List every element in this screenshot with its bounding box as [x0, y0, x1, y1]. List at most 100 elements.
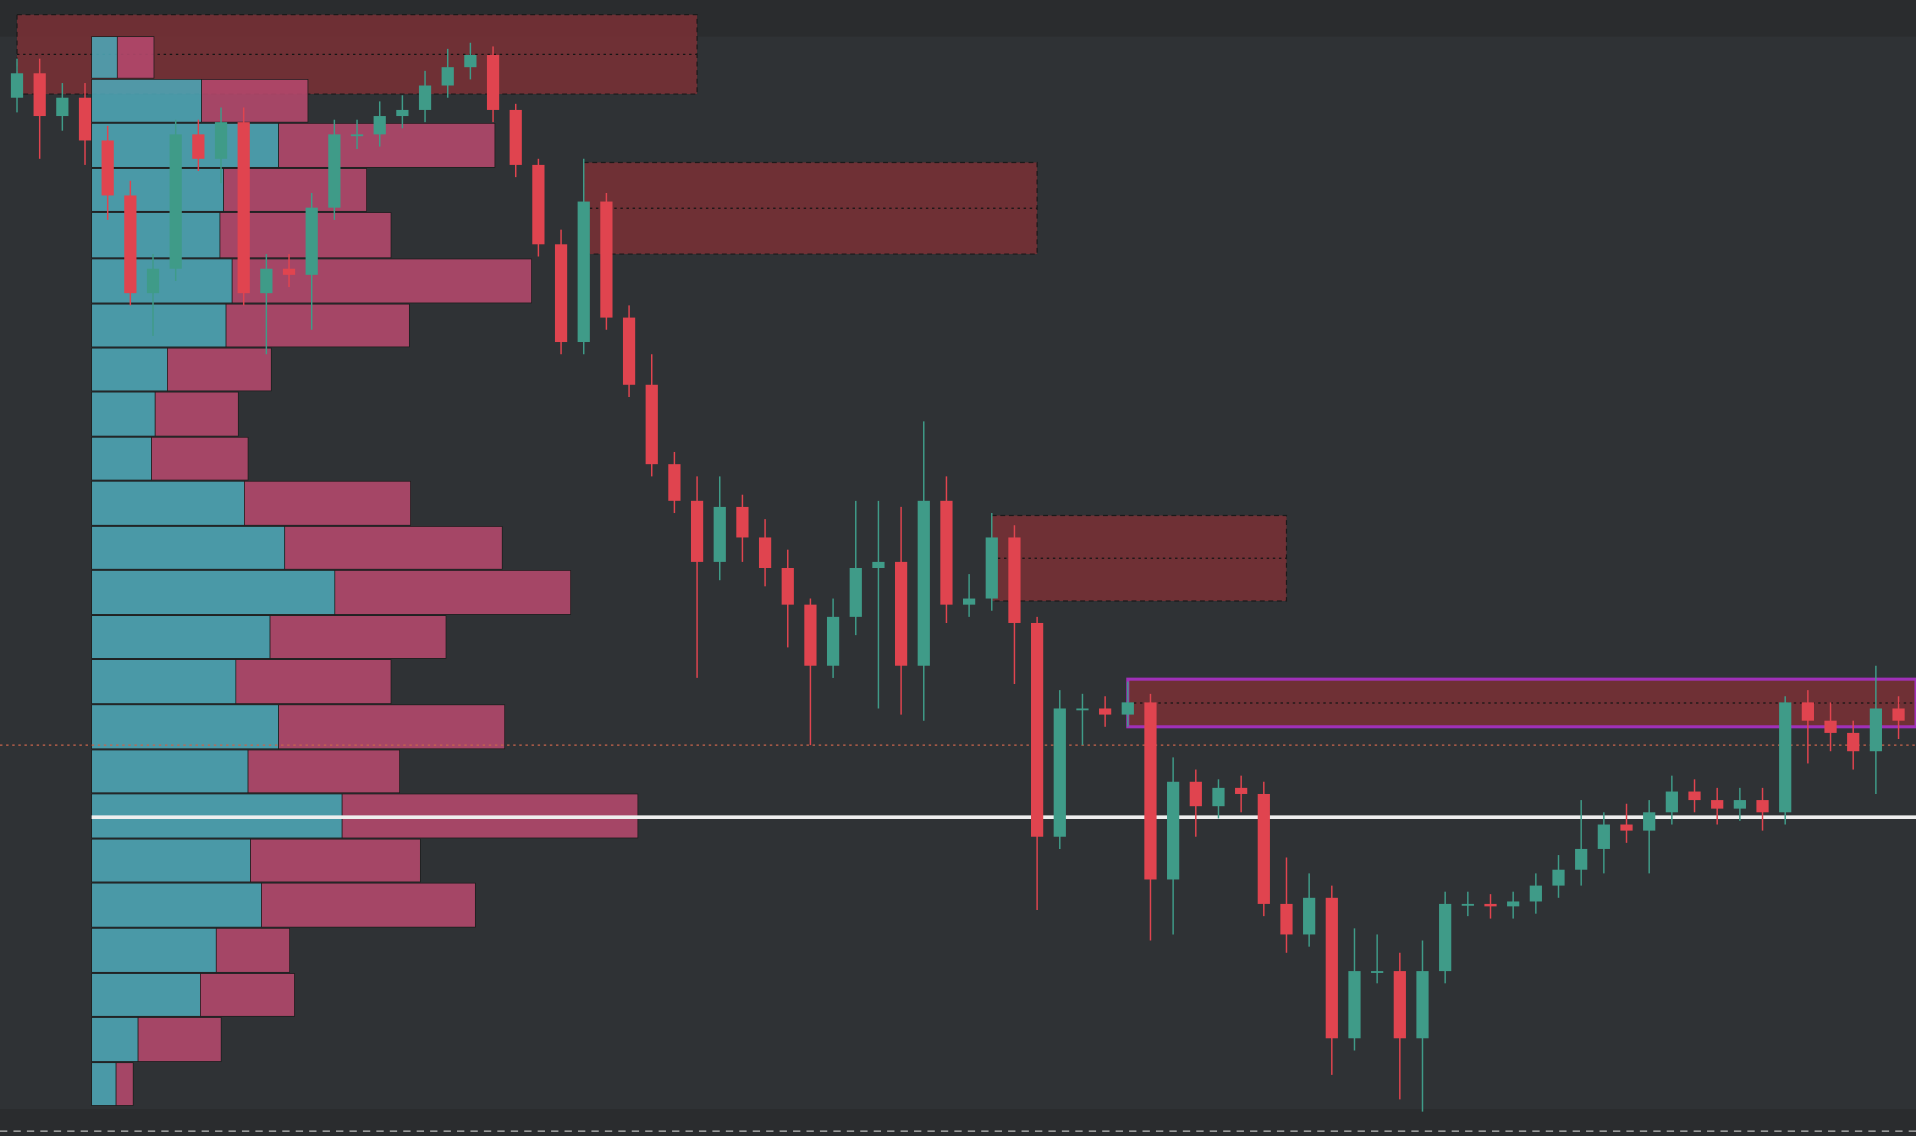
candle-body	[554, 244, 568, 343]
candle-body	[645, 384, 658, 465]
candle-body	[124, 195, 137, 294]
candle-body	[1189, 781, 1202, 807]
candle-body	[736, 506, 749, 538]
sell-volume-bar	[284, 526, 503, 570]
buy-volume-bar	[91, 123, 279, 168]
sell-volume-bar	[201, 79, 309, 123]
candle-body	[1892, 708, 1905, 721]
sell-volume-bar	[269, 615, 447, 659]
buy-volume-bar	[91, 212, 221, 259]
buy-volume-bar	[91, 258, 233, 304]
candle-body	[532, 164, 545, 245]
candle-body	[486, 54, 500, 110]
buy-volume-bar	[91, 526, 286, 570]
buy-volume-bar	[91, 303, 227, 348]
buy-volume-bar	[91, 570, 336, 615]
sell-volume-bar	[151, 436, 249, 481]
buy-volume-bar	[91, 882, 262, 928]
candle-body	[1303, 897, 1316, 935]
candle-body	[305, 207, 318, 275]
candle-body	[1008, 537, 1021, 623]
candle-body	[10, 73, 24, 98]
candle-body	[1416, 971, 1429, 1039]
buy-volume-bar	[91, 973, 201, 1017]
buy-volume-bar	[91, 480, 245, 526]
candle-body	[260, 268, 273, 294]
candle-body	[1461, 903, 1474, 906]
candle-body	[1869, 708, 1882, 752]
candle-body	[962, 598, 976, 605]
sell-volume-bar	[250, 838, 421, 883]
candle-body	[577, 201, 590, 343]
candle-body	[78, 97, 92, 141]
candle-body	[1756, 800, 1769, 813]
buy-volume-bar	[91, 79, 202, 123]
candle-body	[464, 54, 477, 68]
candle-body	[1393, 971, 1406, 1039]
buy-volume-bar	[91, 1017, 139, 1062]
candle-body	[1144, 702, 1157, 880]
candle-body	[1711, 800, 1724, 809]
candle-body	[1053, 708, 1066, 837]
candle-body	[282, 268, 296, 275]
candle-body	[1507, 901, 1520, 907]
candle-body	[56, 97, 69, 117]
candle-body	[509, 109, 522, 165]
candle-body	[1076, 708, 1089, 711]
candle-body	[350, 134, 364, 137]
candle-body	[781, 568, 794, 605]
candle-body	[1099, 708, 1112, 715]
sell-volume-bar	[231, 258, 532, 304]
candle-body	[849, 568, 862, 617]
candle-body	[690, 500, 704, 562]
sell-volume-bar	[225, 303, 410, 348]
candle-body	[804, 604, 817, 666]
candle-body	[1733, 800, 1746, 809]
buy-volume-bar	[91, 391, 156, 437]
sell-volume-bar	[115, 1062, 134, 1106]
candle-body	[985, 537, 998, 599]
candle-body	[1167, 781, 1180, 880]
sell-volume-bar	[244, 480, 411, 526]
candle-body	[1552, 869, 1565, 886]
candle-body	[1257, 793, 1270, 904]
sell-volume-bar	[167, 347, 272, 392]
candle-body	[1325, 897, 1338, 1039]
candle-body	[1212, 787, 1225, 807]
candle-body	[1529, 885, 1542, 902]
candle-body	[1439, 903, 1452, 972]
sell-volume-bar	[215, 927, 290, 973]
candle-body	[713, 506, 726, 562]
candle-body	[1575, 848, 1588, 870]
candle-body	[1371, 971, 1384, 973]
candle-body	[1665, 791, 1678, 813]
candle-body	[1688, 791, 1701, 801]
candle-body	[328, 134, 341, 208]
buy-volume-bar	[91, 659, 237, 704]
candle-body	[418, 85, 432, 110]
candle-body	[1597, 824, 1610, 849]
sell-volume-bar	[116, 36, 155, 79]
sell-volume-bar	[235, 659, 392, 704]
sell-volume-bar	[154, 391, 239, 437]
candle-body	[940, 500, 953, 605]
buy-volume-bar	[91, 615, 271, 659]
sell-volume-bar	[278, 704, 506, 750]
candle-body	[237, 122, 250, 294]
buy-volume-bar	[91, 436, 152, 481]
candle-body	[1801, 702, 1814, 721]
candle-body	[872, 561, 885, 568]
candle-body	[1031, 622, 1044, 837]
candle-body	[396, 109, 409, 117]
candle-body	[894, 561, 908, 666]
candle-body	[214, 122, 228, 159]
candle-body	[1280, 903, 1293, 935]
sell-volume-bar	[261, 882, 476, 928]
candle-body	[668, 464, 681, 501]
candle-body	[1235, 787, 1248, 794]
sell-volume-bar	[334, 570, 572, 615]
candle-body	[758, 537, 772, 568]
candle-body	[600, 201, 613, 318]
candle-body	[1348, 971, 1361, 1039]
